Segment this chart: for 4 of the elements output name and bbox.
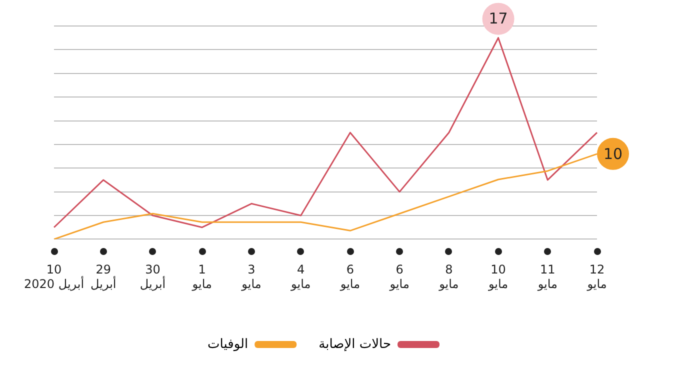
legend-label: حالات الإصابة (318, 336, 392, 352)
data-label: 17 (488, 10, 508, 28)
data-label: 10 (603, 144, 623, 163)
legend-label: الوفيات (207, 336, 248, 352)
